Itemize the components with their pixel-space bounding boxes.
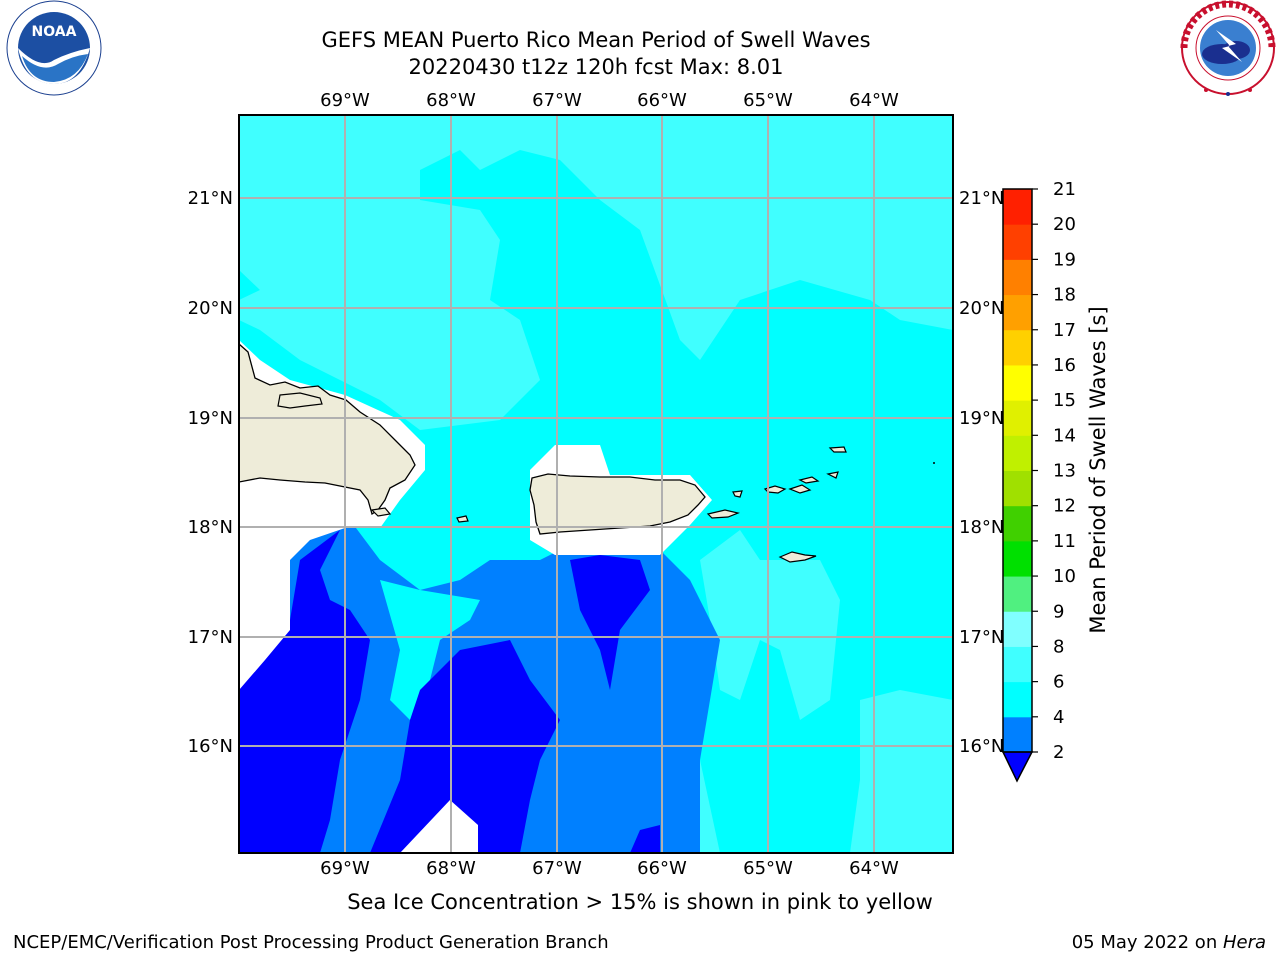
nws-logo <box>1180 0 1276 96</box>
land-hispaniola <box>239 343 416 516</box>
colorbar-segment <box>1003 435 1032 471</box>
colorbar-tick-label: 8 <box>1053 636 1064 657</box>
map-area <box>239 115 953 853</box>
footer-credit: NCEP/EMC/Verification Post Processing Pr… <box>13 932 609 953</box>
lat-label: 19°N <box>188 408 233 429</box>
lat-labels-right: 21°N 20°N 19°N 18°N 17°N 16°N <box>959 188 1004 757</box>
colorbar-tick-label: 20 <box>1053 214 1076 235</box>
map-frame <box>238 114 954 854</box>
field-light-north <box>239 115 953 430</box>
lon-label: 64°W <box>849 858 899 879</box>
colorbar-segment <box>1003 611 1032 647</box>
colorbar-segments <box>1003 189 1032 753</box>
lon-label: 68°W <box>426 90 476 111</box>
colorbar-tick-label: 6 <box>1053 672 1064 693</box>
lon-label: 67°W <box>532 858 582 879</box>
colorbar-tick-label: 2 <box>1053 742 1064 763</box>
lat-label: 18°N <box>188 517 233 538</box>
lon-label: 69°W <box>320 858 370 879</box>
footer-date: 05 May 2022 on Hera <box>1071 932 1266 953</box>
colorbar-segment <box>1003 224 1032 260</box>
chart-subtitle: 20220430 t12z 120h fcst Max: 8.01 <box>408 55 784 79</box>
lon-label: 66°W <box>637 90 687 111</box>
lat-label: 17°N <box>188 627 233 648</box>
colorbar-segment <box>1003 646 1032 683</box>
colorbar-tick-label: 14 <box>1053 425 1076 446</box>
field-2-4s-west <box>239 530 370 853</box>
land-st-croix <box>778 551 817 563</box>
lat-label: 16°N <box>188 736 233 757</box>
field-light-se <box>850 690 953 853</box>
colorbar-segment <box>1003 294 1032 331</box>
colorbar-label: Mean Period of Swell Waves [s] <box>1086 306 1110 633</box>
colorbar-segment <box>1003 189 1032 225</box>
colorbar-tick-label: 15 <box>1053 390 1076 411</box>
colorbar-segment <box>1003 505 1032 542</box>
lon-label: 65°W <box>743 90 793 111</box>
colorbar-segment <box>1003 259 1032 296</box>
colorbar-tick-label: 9 <box>1053 601 1064 622</box>
lon-label: 67°W <box>532 90 582 111</box>
land-vieques <box>706 509 741 519</box>
lat-label: 20°N <box>188 298 233 319</box>
colorbar-segment <box>1003 716 1032 753</box>
lat-label: 18°N <box>959 517 1004 538</box>
colorbar-tick-label: 4 <box>1053 707 1064 728</box>
colorbar-segment <box>1003 576 1032 612</box>
colorbar-segment <box>1003 400 1032 436</box>
sea-ice-note: Sea Ice Concentration > 15% is shown in … <box>347 890 933 914</box>
colorbar-tick-label: 19 <box>1053 249 1076 270</box>
lat-label: 20°N <box>959 298 1004 319</box>
lat-label: 21°N <box>959 188 1004 209</box>
colorbar-tick-label: 12 <box>1053 496 1076 517</box>
lon-labels-bottom: 69°W 68°W 67°W 66°W 65°W 64°W <box>320 858 899 879</box>
chart-title: GEFS MEAN Puerto Rico Mean Period of Swe… <box>321 28 871 52</box>
lat-label: 16°N <box>959 736 1004 757</box>
colorbar-segment <box>1003 329 1032 366</box>
lon-label: 66°W <box>637 858 687 879</box>
colorbar-segment <box>1003 470 1032 507</box>
colorbar: 2 4 6 8 9 10 11 12 13 14 15 16 17 18 19 20 21 Mean Perio… <box>1001 179 1110 783</box>
colorbar-tick-label: 11 <box>1053 531 1076 552</box>
lat-labels-left: 21°N 20°N 19°N 18°N 17°N 16°N <box>188 188 233 757</box>
colorbar-segment <box>1003 681 1032 718</box>
colorbar-tick-label: 10 <box>1053 566 1076 587</box>
colorbar-tick-label: 13 <box>1053 461 1076 482</box>
colorbar-ticks: 2 4 6 8 9 10 11 12 13 14 15 16 17 18 19 20 21 <box>1032 179 1076 763</box>
colorbar-tick-label: 18 <box>1053 285 1076 306</box>
colorbar-tick-label: 17 <box>1053 320 1076 341</box>
colorbar-extend-arrow <box>1001 751 1034 783</box>
mask-west <box>239 528 345 690</box>
lon-label: 65°W <box>743 858 793 879</box>
lon-label: 64°W <box>849 90 899 111</box>
colorbar-tick-label: 16 <box>1053 355 1076 376</box>
field-2-4s-south-pr <box>570 555 650 690</box>
lat-label: 17°N <box>959 627 1004 648</box>
lat-label: 21°N <box>188 188 233 209</box>
lat-label: 19°N <box>959 408 1004 429</box>
lon-label: 68°W <box>426 858 476 879</box>
lon-label: 69°W <box>320 90 370 111</box>
field-light-east <box>700 530 840 720</box>
lon-labels-top: 69°W 68°W 67°W 66°W 65°W 64°W <box>320 90 899 111</box>
gridlines <box>239 115 953 853</box>
noaa-logo-text: NOAA <box>32 24 77 40</box>
noaa-logo: NOAA <box>6 0 102 96</box>
colorbar-segment <box>1003 364 1032 401</box>
colorbar-tick-label: 21 <box>1053 179 1076 200</box>
colorbar-segment <box>1003 540 1032 577</box>
